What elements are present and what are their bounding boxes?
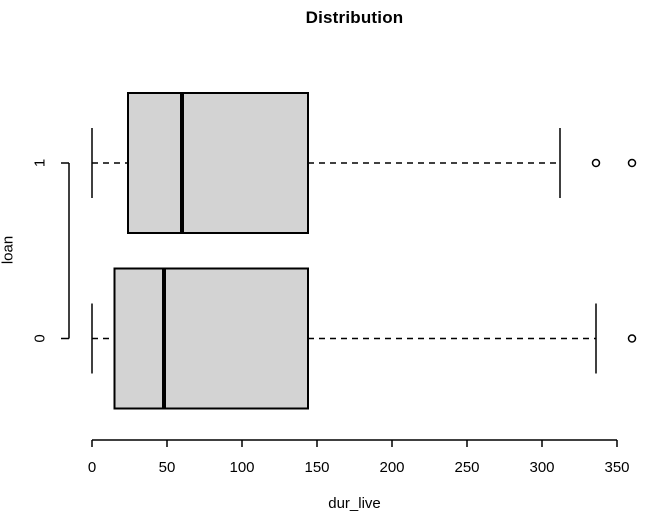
y-tick-label: 1 bbox=[32, 159, 49, 167]
x-tick-label: 50 bbox=[159, 459, 176, 476]
outlier-point bbox=[591, 158, 601, 168]
x-tick-label: 0 bbox=[88, 459, 96, 476]
y-axis-label: loan bbox=[0, 235, 17, 265]
y-tick-label: 0 bbox=[32, 334, 49, 342]
x-tick-label: 250 bbox=[454, 459, 479, 476]
x-tick-label: 350 bbox=[604, 459, 629, 476]
x-tick-label: 100 bbox=[229, 459, 254, 476]
x-tick-label: 200 bbox=[379, 459, 404, 476]
x-tick-label: 150 bbox=[304, 459, 329, 476]
x-axis-label: dur_live bbox=[328, 495, 381, 512]
outlier-point bbox=[627, 158, 637, 168]
chart-title: Distribution bbox=[305, 8, 404, 27]
iqr-box bbox=[127, 92, 309, 234]
outlier-point bbox=[627, 334, 637, 343]
iqr-box bbox=[113, 267, 309, 410]
x-tick-label: 300 bbox=[529, 459, 554, 476]
